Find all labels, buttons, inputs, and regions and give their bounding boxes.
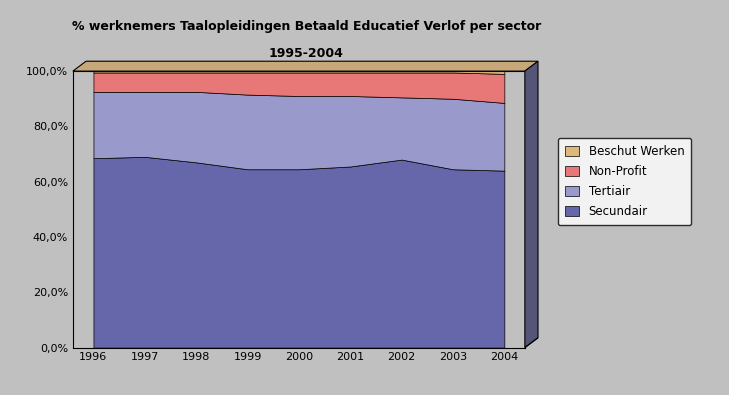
Legend: Beschut Werken, Non-Profit, Tertiair, Secundair: Beschut Werken, Non-Profit, Tertiair, Se… [558,138,691,225]
Text: % werknemers Taalopleidingen Betaald Educatief Verlof per sector: % werknemers Taalopleidingen Betaald Edu… [71,20,541,33]
Text: 1995-2004: 1995-2004 [269,47,343,60]
